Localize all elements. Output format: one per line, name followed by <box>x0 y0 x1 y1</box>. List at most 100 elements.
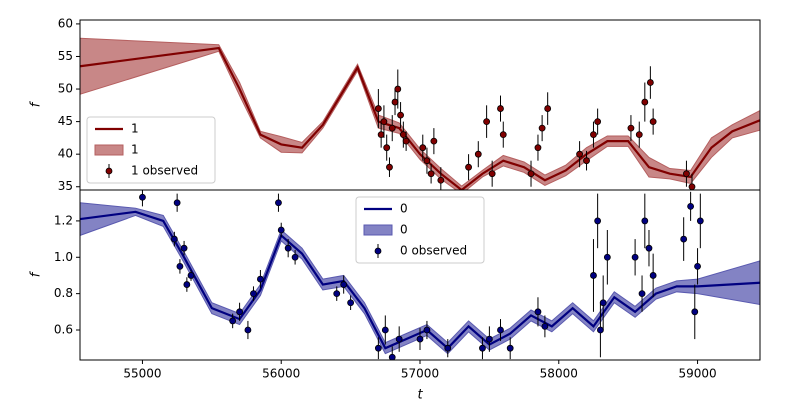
observed-point <box>427 170 435 178</box>
observed-point <box>631 253 639 261</box>
y-tick-label: 55 <box>58 49 73 63</box>
observed-point <box>687 202 695 210</box>
observed-point <box>380 118 388 126</box>
observed-point <box>527 170 535 178</box>
observed-point <box>646 79 654 86</box>
observed-point <box>383 144 391 152</box>
observed-point <box>444 344 452 352</box>
legend-label: 1 <box>131 143 139 157</box>
observed-point <box>416 335 424 343</box>
observed-point <box>250 290 257 298</box>
observed-point <box>187 272 195 279</box>
observed-point <box>397 111 404 119</box>
y-axis-label: f <box>29 100 44 107</box>
legend-marker <box>374 247 382 255</box>
observed-point <box>430 137 438 145</box>
observed-point <box>139 193 146 201</box>
observed-point <box>347 299 355 307</box>
observed-point <box>437 176 445 184</box>
observed-point <box>590 131 597 139</box>
legend-label: 0 <box>400 223 408 237</box>
observed-point <box>275 199 282 207</box>
observed-point <box>594 217 602 225</box>
y-tick-label: 0.6 <box>54 323 73 337</box>
observed-point <box>603 253 611 261</box>
observed-point <box>649 118 657 126</box>
legend-label: 1 observed <box>131 164 198 178</box>
y-tick-label: 40 <box>58 147 73 161</box>
observed-point <box>680 235 688 243</box>
mean-line <box>80 46 760 190</box>
observed-point <box>419 144 427 152</box>
observed-point <box>474 150 482 158</box>
x-tick-label: 57000 <box>401 367 439 381</box>
y-tick-label: 60 <box>58 16 73 30</box>
observed-point <box>388 124 396 132</box>
legend-marker <box>105 167 113 175</box>
observed-point <box>483 118 491 126</box>
y-axis-label: f <box>29 270 44 277</box>
observed-point <box>277 226 285 234</box>
observed-point <box>534 144 542 152</box>
y-tick-label: 0.8 <box>54 286 73 300</box>
y-tick-label: 1.2 <box>54 213 73 227</box>
observed-point <box>284 244 292 252</box>
observed-point <box>399 131 407 139</box>
x-tick-label: 58000 <box>540 367 578 381</box>
observed-point <box>244 326 252 334</box>
legend-box <box>86 116 216 184</box>
observed-point <box>488 170 496 178</box>
observed-point <box>402 137 410 145</box>
observed-point <box>696 217 704 225</box>
observed-point <box>638 290 646 298</box>
observed-point <box>374 344 382 352</box>
observed-point <box>479 344 486 352</box>
observed-point <box>506 344 514 352</box>
observed-point <box>635 131 643 139</box>
legend-label: 0 <box>400 202 408 216</box>
x-axis-label: t <box>417 388 423 400</box>
y-tick-label: 35 <box>58 179 73 193</box>
observed-point <box>641 217 649 225</box>
observed-point <box>176 262 184 270</box>
y-tick-label: 45 <box>58 114 73 128</box>
observed-point <box>377 131 385 139</box>
observed-point <box>183 281 191 288</box>
observed-point <box>173 199 181 207</box>
y-tick-label: 50 <box>58 82 73 96</box>
x-tick-label: 55000 <box>123 367 161 381</box>
x-tick-label: 59000 <box>678 367 716 381</box>
observed-point <box>688 183 696 190</box>
observed-point <box>691 308 699 316</box>
legend-box <box>355 196 485 264</box>
observed-point <box>229 317 237 325</box>
observed-point <box>541 322 549 330</box>
observed-point <box>465 163 472 171</box>
observed-point <box>395 335 403 343</box>
observed-point <box>576 150 583 158</box>
observed-point <box>423 326 431 334</box>
observed-point <box>694 262 701 270</box>
observed-point <box>394 85 402 93</box>
observed-point <box>391 98 399 106</box>
observed-point <box>641 98 649 106</box>
observed-point <box>599 299 607 307</box>
observed-point <box>423 157 431 165</box>
observed-point <box>180 244 188 252</box>
observed-point <box>683 170 690 178</box>
observed-point <box>291 253 299 261</box>
legend-label: 0 observed <box>400 244 467 258</box>
observed-point <box>627 124 635 132</box>
observed-point <box>538 124 546 132</box>
plot-area <box>80 190 760 360</box>
observed-point <box>386 163 393 171</box>
y-tick-label: 1.0 <box>54 250 73 264</box>
observed-point <box>645 244 653 252</box>
observed-point <box>374 105 382 112</box>
observed-point <box>499 131 507 139</box>
observed-point <box>381 326 389 334</box>
observed-point <box>257 275 264 283</box>
observed-point <box>340 281 348 288</box>
observed-point <box>590 272 597 279</box>
